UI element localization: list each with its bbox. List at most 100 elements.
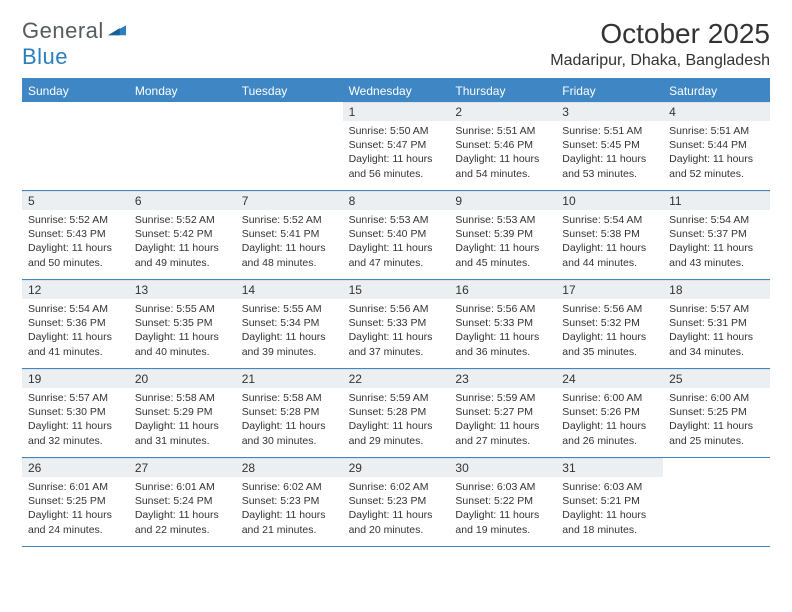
day-number [236,102,343,120]
day-number: 22 [343,369,450,388]
day-cell [663,458,770,546]
day-number: 9 [449,191,556,210]
day-number: 1 [343,102,450,121]
sunrise-text: Sunrise: 5:57 AM [28,391,123,405]
sunrise-text: Sunrise: 5:58 AM [135,391,230,405]
sunset-text: Sunset: 5:34 PM [242,316,337,330]
sunrise-text: Sunrise: 6:00 AM [669,391,764,405]
day-info: Sunrise: 5:54 AMSunset: 5:38 PMDaylight:… [556,210,663,274]
sunset-text: Sunset: 5:30 PM [28,405,123,419]
day-number: 14 [236,280,343,299]
day-cell [236,102,343,190]
location-text: Madaripur, Dhaka, Bangladesh [550,52,770,70]
daylight-text: Daylight: 11 hours and 29 minutes. [349,419,444,447]
sunrise-text: Sunrise: 5:51 AM [669,124,764,138]
sunrise-text: Sunrise: 5:53 AM [455,213,550,227]
sunset-text: Sunset: 5:33 PM [349,316,444,330]
week-row: 26Sunrise: 6:01 AMSunset: 5:25 PMDayligh… [22,458,770,547]
day-header-sun: Sunday [22,80,129,102]
daylight-text: Daylight: 11 hours and 35 minutes. [562,330,657,358]
day-info: Sunrise: 5:54 AMSunset: 5:36 PMDaylight:… [22,299,129,363]
daylight-text: Daylight: 11 hours and 31 minutes. [135,419,230,447]
day-number: 28 [236,458,343,477]
sunset-text: Sunset: 5:25 PM [28,494,123,508]
daylight-text: Daylight: 11 hours and 34 minutes. [669,330,764,358]
day-cell: 3Sunrise: 5:51 AMSunset: 5:45 PMDaylight… [556,102,663,190]
day-number: 19 [22,369,129,388]
week-row: 12Sunrise: 5:54 AMSunset: 5:36 PMDayligh… [22,280,770,369]
day-info: Sunrise: 5:50 AMSunset: 5:47 PMDaylight:… [343,121,450,185]
day-cell: 23Sunrise: 5:59 AMSunset: 5:27 PMDayligh… [449,369,556,457]
sunset-text: Sunset: 5:26 PM [562,405,657,419]
day-cell: 13Sunrise: 5:55 AMSunset: 5:35 PMDayligh… [129,280,236,368]
day-info: Sunrise: 5:54 AMSunset: 5:37 PMDaylight:… [663,210,770,274]
sunset-text: Sunset: 5:29 PM [135,405,230,419]
day-cell: 6Sunrise: 5:52 AMSunset: 5:42 PMDaylight… [129,191,236,279]
sunset-text: Sunset: 5:31 PM [669,316,764,330]
sunset-text: Sunset: 5:46 PM [455,138,550,152]
header: General October 2025 Madaripur, Dhaka, B… [22,18,770,70]
day-info: Sunrise: 5:59 AMSunset: 5:28 PMDaylight:… [343,388,450,452]
day-info: Sunrise: 6:02 AMSunset: 5:23 PMDaylight:… [236,477,343,541]
day-info: Sunrise: 5:57 AMSunset: 5:31 PMDaylight:… [663,299,770,363]
sunrise-text: Sunrise: 6:03 AM [455,480,550,494]
day-number: 21 [236,369,343,388]
day-info: Sunrise: 5:57 AMSunset: 5:30 PMDaylight:… [22,388,129,452]
day-number: 16 [449,280,556,299]
sunset-text: Sunset: 5:23 PM [349,494,444,508]
day-number: 25 [663,369,770,388]
day-number: 12 [22,280,129,299]
daylight-text: Daylight: 11 hours and 37 minutes. [349,330,444,358]
sunrise-text: Sunrise: 6:01 AM [135,480,230,494]
sunrise-text: Sunrise: 5:57 AM [669,302,764,316]
day-info: Sunrise: 5:58 AMSunset: 5:28 PMDaylight:… [236,388,343,452]
sunrise-text: Sunrise: 5:53 AM [349,213,444,227]
sunset-text: Sunset: 5:32 PM [562,316,657,330]
sunset-text: Sunset: 5:21 PM [562,494,657,508]
day-cell: 21Sunrise: 5:58 AMSunset: 5:28 PMDayligh… [236,369,343,457]
sunrise-text: Sunrise: 6:01 AM [28,480,123,494]
sunrise-text: Sunrise: 5:50 AM [349,124,444,138]
day-number: 23 [449,369,556,388]
day-info: Sunrise: 5:52 AMSunset: 5:41 PMDaylight:… [236,210,343,274]
week-row: 5Sunrise: 5:52 AMSunset: 5:43 PMDaylight… [22,191,770,280]
day-number [663,458,770,476]
sunset-text: Sunset: 5:27 PM [455,405,550,419]
sunrise-text: Sunrise: 5:59 AM [349,391,444,405]
day-cell: 7Sunrise: 5:52 AMSunset: 5:41 PMDaylight… [236,191,343,279]
logo-text-general: General [22,18,104,44]
day-number: 6 [129,191,236,210]
day-info: Sunrise: 5:58 AMSunset: 5:29 PMDaylight:… [129,388,236,452]
daylight-text: Daylight: 11 hours and 32 minutes. [28,419,123,447]
day-cell: 2Sunrise: 5:51 AMSunset: 5:46 PMDaylight… [449,102,556,190]
daylight-text: Daylight: 11 hours and 54 minutes. [455,152,550,180]
daylight-text: Daylight: 11 hours and 24 minutes. [28,508,123,536]
page-title: October 2025 [550,18,770,50]
day-header-row: Sunday Monday Tuesday Wednesday Thursday… [22,80,770,102]
sunset-text: Sunset: 5:33 PM [455,316,550,330]
day-header-tue: Tuesday [236,80,343,102]
day-number: 11 [663,191,770,210]
sunset-text: Sunset: 5:23 PM [242,494,337,508]
daylight-text: Daylight: 11 hours and 56 minutes. [349,152,444,180]
day-header-wed: Wednesday [343,80,450,102]
sunrise-text: Sunrise: 5:59 AM [455,391,550,405]
day-info: Sunrise: 6:02 AMSunset: 5:23 PMDaylight:… [343,477,450,541]
logo-row2: Blue [22,44,68,70]
sunrise-text: Sunrise: 6:03 AM [562,480,657,494]
sunrise-text: Sunrise: 5:58 AM [242,391,337,405]
daylight-text: Daylight: 11 hours and 52 minutes. [669,152,764,180]
day-number: 29 [343,458,450,477]
logo: General [22,18,128,44]
sunset-text: Sunset: 5:44 PM [669,138,764,152]
sunset-text: Sunset: 5:39 PM [455,227,550,241]
day-number: 30 [449,458,556,477]
sunset-text: Sunset: 5:28 PM [242,405,337,419]
day-number: 2 [449,102,556,121]
day-cell: 9Sunrise: 5:53 AMSunset: 5:39 PMDaylight… [449,191,556,279]
week-row: 1Sunrise: 5:50 AMSunset: 5:47 PMDaylight… [22,102,770,191]
day-info: Sunrise: 6:03 AMSunset: 5:21 PMDaylight:… [556,477,663,541]
day-info: Sunrise: 6:00 AMSunset: 5:25 PMDaylight:… [663,388,770,452]
sunset-text: Sunset: 5:37 PM [669,227,764,241]
sunrise-text: Sunrise: 6:02 AM [349,480,444,494]
